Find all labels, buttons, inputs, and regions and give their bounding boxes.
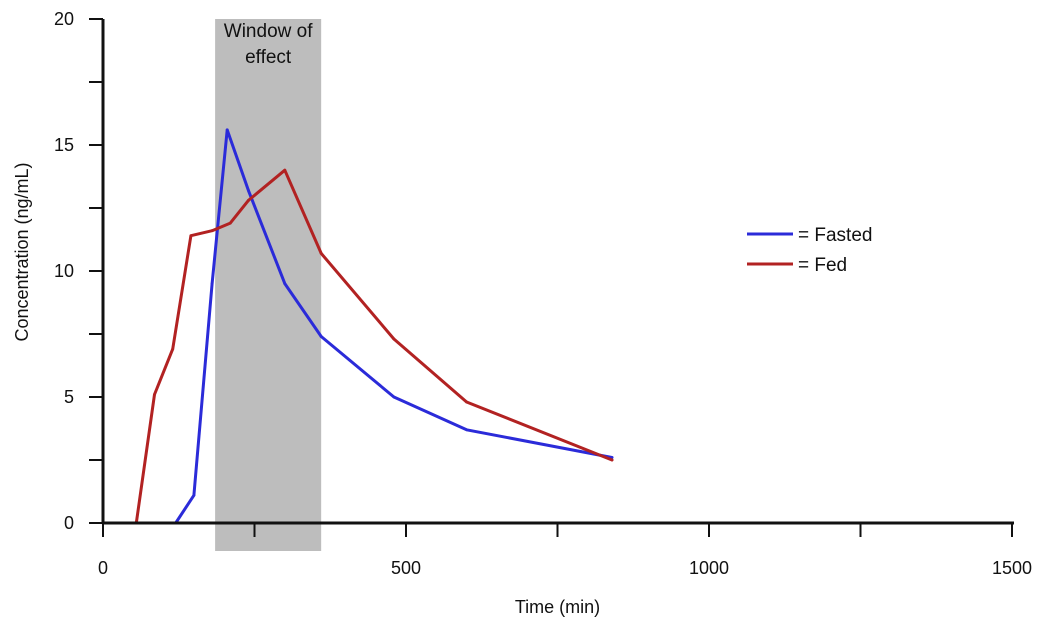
shaded-region-layer: Window of effect bbox=[215, 19, 322, 551]
y-tick-label: 20 bbox=[54, 9, 74, 29]
data-point-fasted-8 bbox=[319, 335, 323, 338]
y-tick-label: 0 bbox=[64, 513, 74, 533]
y-tick-label: 15 bbox=[54, 135, 74, 155]
data-point-fasted-10 bbox=[465, 428, 468, 432]
data-point-fed-3 bbox=[171, 347, 175, 351]
x-tick-label: 1000 bbox=[689, 558, 729, 578]
window-of-effect-region bbox=[215, 19, 322, 551]
x-tick-label: 500 bbox=[391, 558, 421, 578]
data-point-fed-6 bbox=[228, 221, 232, 225]
y-axis-title: Concentration (ng/mL) bbox=[12, 162, 32, 341]
data-point-fed-12 bbox=[610, 458, 614, 462]
data-point-fasted-9 bbox=[392, 395, 396, 399]
x-tick-label: 0 bbox=[98, 558, 108, 578]
data-point-fed-10 bbox=[392, 337, 396, 341]
data-point-fed-4 bbox=[189, 234, 193, 238]
x-axis-title: Time (min) bbox=[515, 597, 600, 617]
x-tick-label: 1500 bbox=[992, 558, 1032, 578]
series-layer bbox=[101, 128, 614, 525]
series-line-fasted bbox=[101, 128, 614, 525]
y-tick-label: 10 bbox=[54, 261, 74, 281]
series-line-fed bbox=[101, 168, 614, 525]
window-of-effect-label-line2: effect bbox=[245, 47, 292, 68]
data-point-fed-8 bbox=[283, 168, 287, 172]
data-point-fasted-7 bbox=[283, 282, 287, 285]
y-tick-label: 5 bbox=[64, 387, 74, 407]
data-point-fasted-5 bbox=[225, 128, 229, 132]
data-point-fed-2 bbox=[153, 393, 156, 396]
data-point-fed-11 bbox=[465, 400, 468, 404]
window-of-effect-label-line1: Window of bbox=[224, 21, 313, 42]
data-point-fed-7 bbox=[247, 199, 250, 202]
data-point-fed-5 bbox=[210, 229, 214, 233]
data-point-fed-9 bbox=[319, 251, 323, 255]
legend-label-fasted: = Fasted bbox=[798, 225, 872, 246]
data-point-fasted-6 bbox=[247, 188, 250, 192]
data-point-fasted-4 bbox=[210, 282, 214, 285]
axes-layer: 0 500 1000 1500 0 5 10 15 20 Time (min) Concentrat… bbox=[12, 9, 1032, 617]
legend: = Fasted = Fed bbox=[747, 225, 872, 276]
legend-label-fed: = Fed bbox=[798, 255, 847, 276]
data-point-fasted-3 bbox=[192, 493, 196, 497]
